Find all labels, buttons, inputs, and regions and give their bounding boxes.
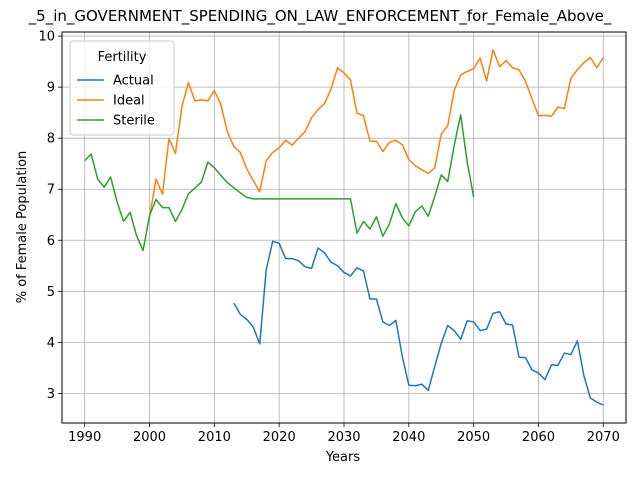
y-axis-label: % of Female Population [15,151,30,304]
series-line-actual [233,240,604,406]
chart-title: _5_in_GOVERNMENT_SPENDING_ON_LAW_ENFORCE… [28,7,612,26]
x-tick-label: 2060 [522,430,555,445]
legend-label-actual: Actual [113,74,154,89]
legend-label-sterile: Sterile [113,114,155,129]
y-tick-label: 3 [47,387,55,402]
legend-title: Fertility [98,50,147,65]
x-axis: 1990 2000 2010 2020 2030 2040 2050 2060 2070 [68,423,620,445]
legend-label-ideal: Ideal [113,94,145,109]
y-tick-label: 9 [47,81,55,96]
y-tick-label: 10 [38,30,55,45]
y-tick-label: 4 [47,336,55,351]
x-tick-label: 2020 [263,430,296,445]
y-tick-label: 8 [47,132,55,147]
x-tick-label: 2030 [327,430,360,445]
x-tick-label: 2000 [133,430,166,445]
y-tick-label: 6 [47,234,55,249]
x-tick-label: 2040 [392,430,425,445]
x-tick-label: 2010 [198,430,231,445]
y-tick-label: 7 [47,183,55,198]
y-tick-label: 5 [47,285,55,300]
series-layer [84,49,604,406]
x-tick-label: 2070 [587,430,620,445]
x-axis-label: Years [325,450,361,465]
x-tick-label: 1990 [68,430,101,445]
legend: Fertility Actual Ideal Sterile [69,40,175,136]
legend-box [69,40,175,136]
grid-lines [62,32,626,423]
series-line-ideal [148,49,604,218]
series-line-sterile [84,113,475,252]
x-tick-label: 2050 [457,430,490,445]
y-axis: 3 4 5 6 7 8 9 10 [38,30,62,402]
